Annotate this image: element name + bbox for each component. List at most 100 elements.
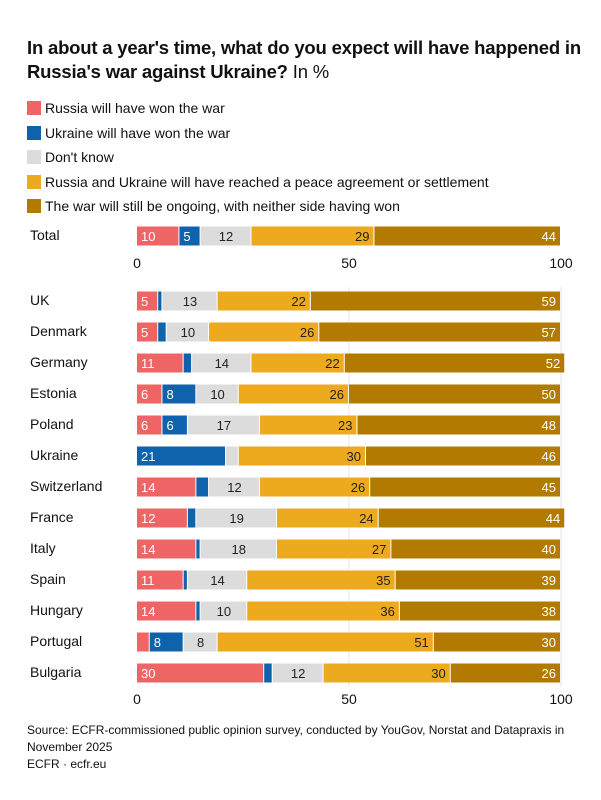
data-label: 12 [291,666,305,681]
bar-segment-dont-know [192,353,251,373]
bar-segment-ukraine-won [149,632,183,652]
bar-segment-russia-won [137,477,196,497]
bar-segment-dont-know [166,322,209,342]
bar-segment-ukraine-won [264,663,272,683]
bar-segment-ongoing [395,570,560,590]
bar-segment-peace-agreement [323,663,450,683]
row-label: Italy [30,540,56,556]
bar-segment-ongoing [310,291,560,311]
data-label: 5 [141,325,148,340]
data-label: 8 [197,635,204,650]
data-label: 24 [359,511,373,526]
bar-segment-ukraine-won [162,415,187,435]
data-label: 12 [219,229,233,244]
data-label: 14 [141,604,155,619]
legend-item-dont-know: Don't know [27,145,489,170]
row-label: Poland [30,416,74,432]
legend-item-russia-won: Russia will have won the war [27,96,489,121]
bar-segment-ukraine-won [183,570,187,590]
data-label: 10 [141,229,155,244]
row-label: Portugal [30,633,83,649]
row-label: Hungary [30,602,83,618]
bar-segment-ongoing [374,226,560,246]
bar-segment-russia-won [137,632,149,652]
bar-segment-ukraine-won [187,508,196,528]
bar-segment-ongoing [319,322,560,342]
data-label: 30 [542,635,556,650]
data-label: 50 [542,387,556,402]
source-text: Source: ECFR-commissioned public opinion… [27,723,565,754]
data-label: 6 [141,387,148,402]
bar-segment-dont-know [200,539,276,559]
bar-segment-dont-know [187,415,259,435]
bar-segment-russia-won [137,384,162,404]
bar-segment-russia-won [137,291,158,311]
data-label: 12 [141,511,155,526]
bar-segment-russia-won [137,322,158,342]
bar-segment-dont-know [200,226,251,246]
data-label: 10 [210,387,224,402]
bar-segment-peace-agreement [259,477,370,497]
data-label: 17 [217,418,231,433]
data-label: 26 [542,666,556,681]
data-label: 44 [546,511,560,526]
data-label: 48 [542,418,556,433]
legend-label: Russia and Ukraine will have reached a p… [45,173,489,190]
legend-item-peace-agreement: Russia and Ukraine will have reached a p… [27,170,489,195]
bar-segment-dont-know [226,446,238,466]
row-label: Germany [30,354,88,370]
data-label: 44 [542,229,556,244]
legend: Russia will have won the war Ukraine wil… [27,96,489,219]
data-label: 30 [346,449,360,464]
country-axis-tick-label: 100 [549,691,573,707]
legend-swatch-peace-agreement [27,174,41,189]
data-label: 27 [372,542,386,557]
bar-segment-ukraine-won [196,539,200,559]
data-label: 10 [217,604,231,619]
data-label: 52 [546,356,560,371]
country-axis-tick-label: 0 [133,691,141,707]
chart-title-unit: In % [292,61,329,82]
bar-segment-dont-know [200,601,247,621]
bar-segment-russia-won [137,415,162,435]
legend-swatch-ukraine-won [27,125,41,140]
row-label: Denmark [30,323,87,339]
data-label: 39 [542,573,556,588]
bar-segment-peace-agreement [217,291,310,311]
data-label: 26 [351,480,365,495]
data-label: 11 [141,356,155,371]
data-label: 11 [141,573,155,588]
bar-segment-peace-agreement [276,539,391,559]
bar-segment-russia-won [137,663,264,683]
bar-segment-ukraine-won [196,601,200,621]
bar-segment-russia-won [137,508,187,528]
bar-segment-dont-know [187,570,247,590]
bar-segment-ukraine-won [179,226,200,246]
bar-segment-ongoing [357,415,560,435]
data-label: 30 [141,666,155,681]
legend-swatch-russia-won [27,101,41,116]
bar-segment-ukraine-won [196,477,209,497]
data-label: 30 [431,666,445,681]
total-axis-tick-label: 100 [549,255,573,271]
data-label: 45 [542,480,556,495]
country-axis-tick-label: 50 [341,691,357,707]
publisher-credit: ECFR · ecfr.eu [27,757,107,771]
data-label: 38 [542,604,556,619]
data-label: 10 [181,325,195,340]
data-label: 35 [376,573,390,588]
total-axis-tick-label: 50 [341,255,357,271]
data-label: 19 [229,511,243,526]
data-label: 5 [141,294,148,309]
data-label: 36 [380,604,394,619]
data-label: 40 [542,542,556,557]
bar-segment-ongoing [399,601,560,621]
data-label: 13 [183,294,197,309]
data-label: 5 [183,229,190,244]
total-axis-tick-label: 0 [133,255,141,271]
bar-segment-dont-know [196,384,238,404]
bar-segment-peace-agreement [247,601,399,621]
data-label: 22 [291,294,305,309]
bar-segment-russia-won [137,601,196,621]
